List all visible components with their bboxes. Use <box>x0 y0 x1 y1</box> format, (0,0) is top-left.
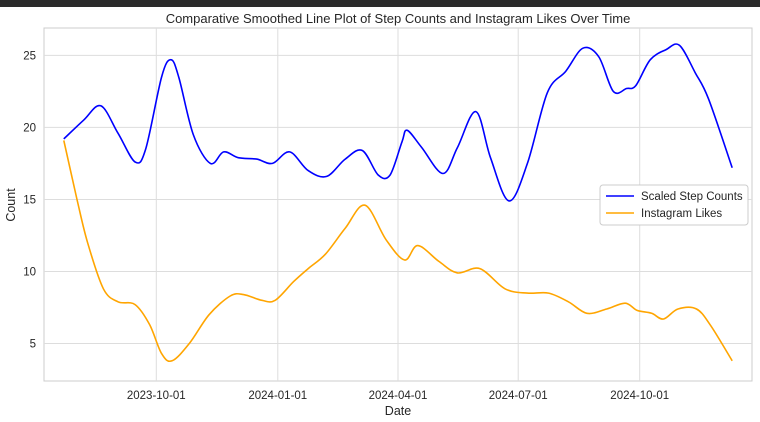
x-axis-label: Date <box>385 404 411 418</box>
y-tick-label: 20 <box>23 122 36 134</box>
legend-label-instagram-likes: Instagram Likes <box>641 208 722 220</box>
y-tick-label: 25 <box>23 50 36 62</box>
x-tick-label: 2024-07-01 <box>489 390 548 402</box>
y-tick-label: 5 <box>30 339 36 351</box>
x-tick-label: 2023-10-01 <box>127 390 186 402</box>
legend-box <box>599 184 749 226</box>
y-tick-label: 15 <box>23 194 36 206</box>
y-axis-label: Count <box>4 188 18 222</box>
x-tick-label: 2024-01-01 <box>248 390 307 402</box>
series-line-instagram-likes <box>63 140 733 363</box>
chart-title: Comparative Smoothed Line Plot of Step C… <box>166 11 631 26</box>
series-layer <box>63 43 733 363</box>
window-top-strip <box>0 0 760 7</box>
axes: 5 10 15 20 25 2023-10-01 2024-01-01 2024-04-01 2… <box>23 50 669 402</box>
x-tick-label: 2024-10-01 <box>610 390 669 402</box>
series-line-scaled-step-counts <box>63 43 733 202</box>
x-tick-label: 2024-04-01 <box>369 390 428 402</box>
legend: Scaled Step Counts Instagram Likes <box>599 184 749 226</box>
grid <box>44 28 752 381</box>
y-tick-label: 10 <box>23 266 36 278</box>
legend-label-scaled-step-counts: Scaled Step Counts <box>641 191 743 203</box>
